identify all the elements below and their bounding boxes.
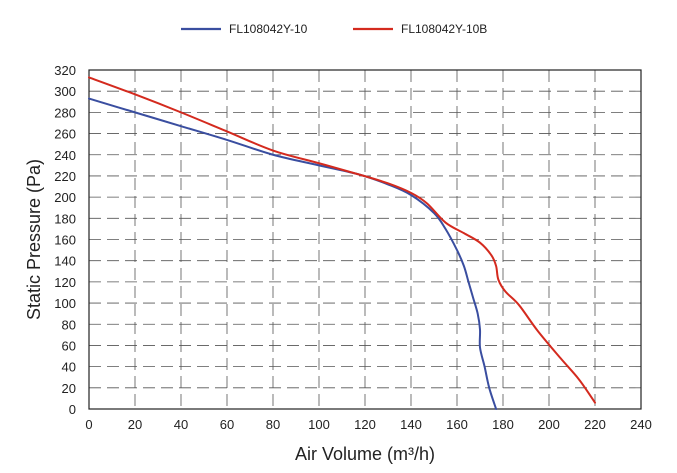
y-tick-label: 240	[54, 148, 76, 163]
x-tick-label: 80	[266, 417, 280, 432]
y-tick-label: 300	[54, 84, 76, 99]
x-tick-labels: 0 20 40 60 80 100 120 140 160 180 200 220 240	[85, 417, 651, 432]
y-tick-label: 140	[54, 254, 76, 269]
plot-frame	[88, 69, 642, 410]
legend-label-1: FL108042Y-10	[229, 22, 308, 36]
y-tick-label: 100	[54, 296, 76, 311]
legend: FL108042Y-10 FL108042Y-10B	[181, 22, 487, 36]
legend-label-2: FL108042Y-10B	[401, 22, 487, 36]
x-tick-label: 100	[308, 417, 330, 432]
x-tick-label: 140	[400, 417, 422, 432]
y-tick-label: 80	[62, 317, 76, 332]
y-axis-label: Static Pressure (Pa)	[24, 159, 44, 320]
x-tick-label: 0	[85, 417, 92, 432]
series-line-1	[88, 97, 498, 410]
x-tick-label: 120	[354, 417, 376, 432]
series-layer	[88, 76, 596, 410]
y-tick-label: 120	[54, 275, 76, 290]
x-axis-label: Air Volume (m³/h)	[295, 444, 435, 464]
y-tick-label: 160	[54, 233, 76, 248]
grid-layer	[89, 70, 641, 409]
x-tick-label: 240	[630, 417, 652, 432]
y-tick-label: 60	[62, 338, 76, 353]
x-tick-label: 40	[174, 417, 188, 432]
y-tick-labels: 0 20 40 60 80 100 120 140 160 180 200 220 240 260 280 3…	[54, 63, 76, 417]
y-tick-label: 180	[54, 211, 76, 226]
y-tick-label: 260	[54, 127, 76, 142]
y-tick-label: 200	[54, 190, 76, 205]
y-tick-label: 20	[62, 381, 76, 396]
y-tick-label: 320	[54, 63, 76, 78]
x-tick-label: 200	[538, 417, 560, 432]
y-tick-label: 40	[62, 360, 76, 375]
x-tick-label: 160	[446, 417, 468, 432]
x-tick-label: 220	[584, 417, 606, 432]
x-tick-label: 180	[492, 417, 514, 432]
y-tick-label: 280	[54, 105, 76, 120]
x-tick-label: 60	[220, 417, 234, 432]
y-tick-label: 0	[69, 402, 76, 417]
y-tick-label: 220	[54, 169, 76, 184]
series-line-2	[88, 76, 596, 404]
x-tick-label: 20	[128, 417, 142, 432]
